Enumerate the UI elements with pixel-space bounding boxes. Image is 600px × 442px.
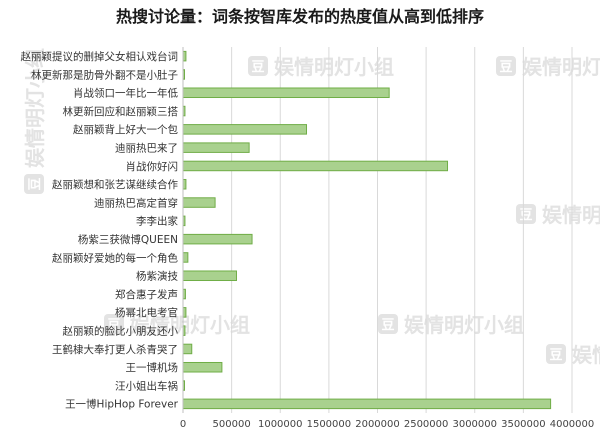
category-label: 迪丽热巴高定首穿 — [94, 196, 178, 209]
shield-icon: 豆 — [104, 314, 124, 334]
watermark-text: 娱情明灯小组 — [404, 313, 524, 337]
watermarks: 豆娱情明灯小组豆娱情明灯小组豆娱情明灯小组豆娱情明灯小组豆娱情明灯小组豆娱情明灯… — [23, 48, 600, 367]
watermark-text: 娱情明灯小组 — [23, 48, 47, 168]
bar — [182, 233, 253, 245]
bar — [182, 252, 189, 263]
x-tick-label: 2500000 — [404, 419, 449, 430]
category-label: 王一博机场 — [126, 361, 179, 374]
category-label: 肖战你好闪 — [126, 160, 179, 173]
bars — [182, 50, 552, 410]
shield-icon: 豆 — [496, 56, 516, 76]
chart-title: 热搜讨论量：词条按智库发布的热度值从高到低排序 — [116, 7, 484, 26]
category-label: 杨紫演技 — [136, 270, 178, 283]
category-label: 汪小姐出车祸 — [115, 379, 178, 392]
watermark-text: 娱情明灯小组 — [572, 343, 600, 367]
bar — [182, 343, 193, 355]
shield-icon: 豆 — [516, 204, 536, 224]
bar — [182, 197, 216, 208]
bar — [182, 160, 449, 172]
shield-icon: 豆 — [248, 56, 268, 76]
category-label: 肖战领口一年比一年低 — [73, 87, 178, 100]
bar — [182, 142, 250, 153]
x-tick-label: 3500000 — [501, 419, 546, 430]
category-labels: 赵丽颖提议的删掉父女相认戏台词林更新那是肋骨外翻不是小肚子肖战领口一年比一年低林… — [21, 50, 179, 411]
x-tick-label: 500000 — [213, 419, 251, 430]
category-label: 郑合惠子发声 — [115, 288, 178, 301]
category-label: 赵丽颖提议的删掉父女相认戏台词 — [21, 50, 179, 63]
bar — [182, 87, 390, 99]
svg-text:豆: 豆 — [549, 348, 562, 363]
x-tick-label: 4000000 — [550, 419, 595, 430]
category-label: 林更新回应和赵丽颖三搭 — [63, 105, 179, 118]
watermark: 豆娱情明灯小组 — [378, 313, 524, 337]
category-label: 王鹤棣大奉打更人杀青哭了 — [52, 343, 178, 356]
svg-text:豆: 豆 — [107, 318, 120, 333]
category-label: 王一博HipHop Forever — [65, 398, 179, 411]
watermark-text: 娱情明灯小组 — [542, 203, 600, 227]
x-tick-labels: 0 500000 1000000 1500000 2000000 2500000 30000… — [180, 419, 594, 430]
x-tick-label: 1000000 — [258, 419, 303, 430]
x-tick-label: 1500000 — [307, 419, 352, 430]
bar — [182, 398, 552, 410]
svg-text:豆: 豆 — [381, 318, 394, 333]
category-label: 杨幂北电考官 — [115, 306, 178, 319]
shield-icon: 豆 — [378, 314, 398, 334]
watermark-text: 娱情明灯小组 — [274, 55, 394, 79]
watermark-text: 娱情明灯小组 — [130, 313, 250, 337]
bar — [182, 270, 237, 282]
shield-icon: 豆 — [546, 344, 566, 364]
svg-text:豆: 豆 — [519, 208, 532, 223]
bar — [182, 124, 308, 135]
category-label: 杨紫三获微博QUEEN — [78, 233, 178, 246]
category-label: 迪丽热巴来了 — [115, 141, 178, 154]
category-label: 林更新那是肋骨外翻不是小肚子 — [31, 68, 178, 81]
gridlines — [182, 47, 573, 413]
category-label: 赵丽颖背上好大一个包 — [73, 123, 178, 136]
category-label: 赵丽颖想和张艺谋继续合作 — [52, 178, 178, 191]
watermark-text: 娱情明灯小组 — [522, 55, 600, 79]
watermark: 豆娱情明灯小组 — [248, 55, 394, 79]
bar — [182, 361, 223, 373]
shield-icon: 豆 — [24, 174, 44, 194]
x-tick-label: 2000000 — [355, 419, 400, 430]
svg-text:豆: 豆 — [251, 60, 264, 75]
watermark: 豆娱情明灯小组 — [104, 313, 250, 337]
svg-text:豆: 豆 — [499, 60, 512, 75]
x-tick-label: 0 — [180, 419, 186, 430]
category-label: 赵丽颖的脸比小朋友还小 — [63, 324, 179, 337]
x-tick-label: 3000000 — [452, 419, 497, 430]
svg-text:豆: 豆 — [28, 177, 43, 190]
category-label: 赵丽颖好爱她的每一个角色 — [52, 251, 178, 264]
category-label: 李李出家 — [136, 215, 178, 228]
